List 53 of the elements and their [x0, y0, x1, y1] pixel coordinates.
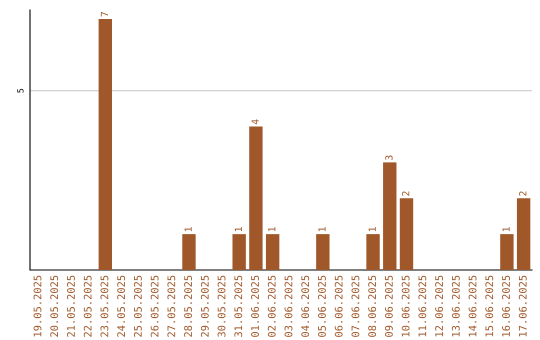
x-tick-label: 12.06.2025	[435, 276, 444, 336]
bar	[182, 234, 196, 270]
bar	[383, 162, 396, 270]
x-tick-label: 08.06.2025	[368, 276, 376, 337]
data-label: 2	[519, 191, 526, 196]
x-tick-label: 02.06.2025	[268, 276, 276, 337]
data-label: 1	[184, 227, 192, 232]
x-tick-label: 05.06.2025	[318, 276, 326, 337]
x-tick-label: 19.05.2025	[34, 276, 42, 336]
x-tick-label: 23.05.2025	[100, 276, 108, 337]
x-tick-label: 03.06.2025	[284, 276, 292, 337]
x-tick-label: 29.05.2025	[200, 276, 209, 337]
bar	[266, 234, 280, 270]
data-label: 1	[268, 227, 276, 232]
x-tick-label: 16.06.2025	[502, 276, 510, 336]
x-tick-label: 01.06.2025	[251, 276, 259, 337]
bar	[400, 198, 414, 270]
data-label: 1	[368, 227, 376, 232]
bar	[516, 198, 530, 270]
data-label: 4	[252, 119, 259, 124]
bar	[316, 234, 330, 270]
x-tick-label: 17.06.2025	[518, 276, 527, 336]
x-tick-label: 07.06.2025	[351, 276, 360, 337]
bar	[232, 234, 246, 270]
x-tick-label: 04.06.2025	[301, 276, 310, 337]
data-label: 2	[402, 191, 410, 196]
x-tick-label: 11.06.2025	[418, 276, 426, 336]
data-label: 7	[100, 12, 108, 17]
x-tick-label: 06.06.2025	[334, 276, 343, 337]
bar	[366, 234, 380, 270]
data-label: 1	[318, 227, 326, 232]
x-tick-label: 20.05.2025	[50, 276, 58, 337]
x-tick-label: 09.06.2025	[384, 276, 393, 337]
x-tick-label: 10.06.2025	[402, 276, 410, 336]
x-tick-label: 24.05.2025	[117, 276, 126, 337]
data-label: 1	[234, 227, 242, 232]
x-tick-label: 13.06.2025	[452, 276, 460, 336]
x-tick-label: 25.05.2025	[134, 276, 142, 337]
x-tick-label: 31.05.2025	[234, 276, 242, 337]
x-tick-label: 30.05.2025	[218, 276, 226, 337]
bar	[98, 18, 112, 270]
bar	[500, 234, 514, 270]
data-label: 1	[502, 227, 510, 232]
x-tick-label: 27.05.2025	[167, 276, 176, 337]
x-tick-label: 26.05.2025	[150, 276, 159, 337]
y-tick-label: 5	[17, 88, 24, 93]
x-tick-label: 14.06.2025	[468, 276, 476, 336]
x-tick-label: 22.05.2025	[84, 276, 92, 337]
bar	[249, 126, 263, 270]
x-tick-label: 28.05.2025	[184, 276, 192, 337]
x-tick-label: 15.06.2025	[485, 276, 494, 336]
data-label: 3	[385, 156, 393, 160]
x-tick-label: 21.05.2025	[67, 276, 75, 337]
